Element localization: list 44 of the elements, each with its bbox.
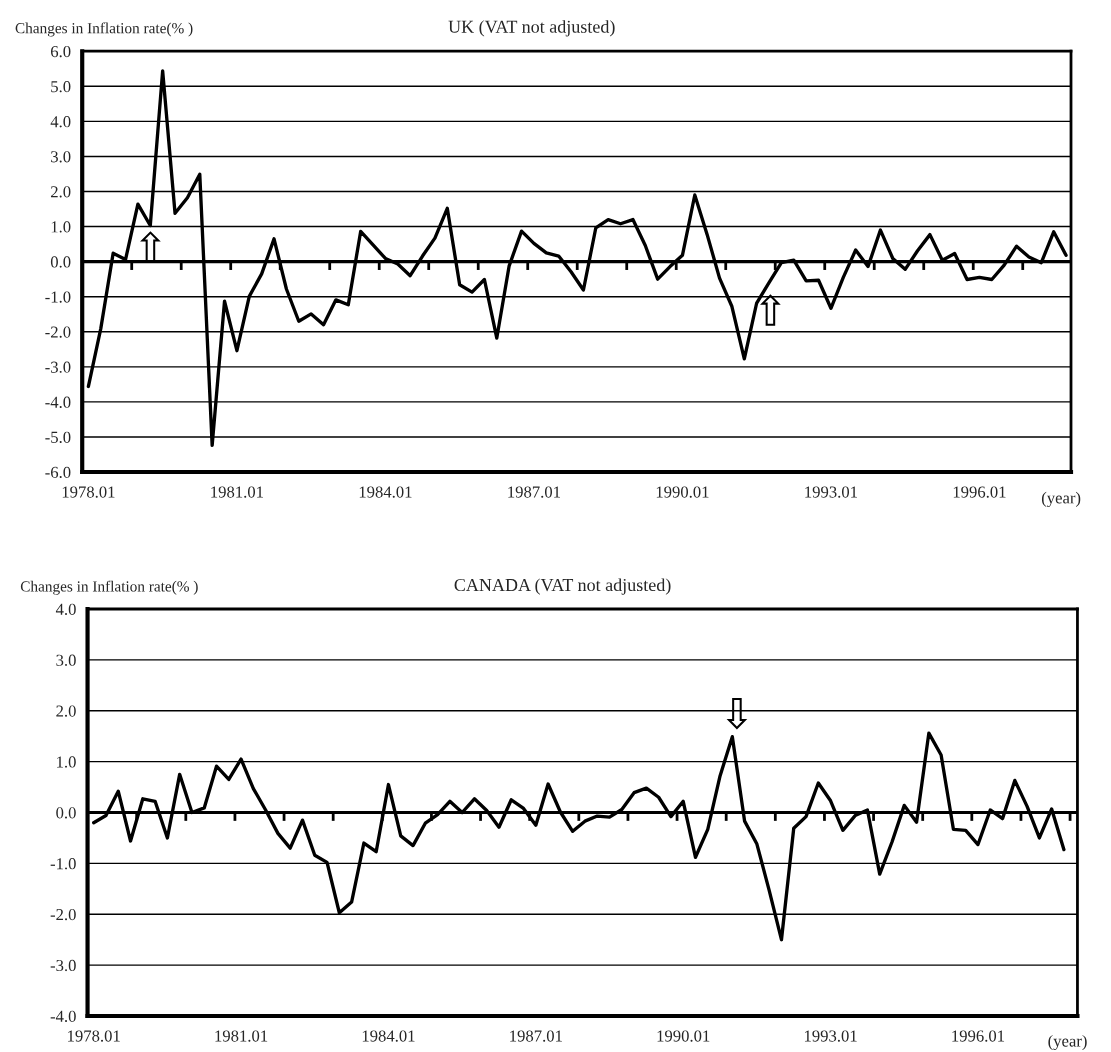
chart-title: CANADA (VAT not adjusted) [454,578,671,595]
x-tick-label: 1993.01 [805,486,858,498]
x-tick-label: 1996.01 [953,486,1006,498]
x-tick-label: 1984.01 [362,1030,415,1042]
x-tick-label: 1996.01 [952,1030,1005,1042]
y-tick-label: -3.0 [45,361,71,373]
y-axis-title: Changes in Inflation rate(% ) [15,22,193,37]
x-axis-title: (year) [1048,1034,1087,1051]
y-tick-label: 3.0 [56,654,76,666]
y-tick-label: -1.0 [50,858,76,870]
y-tick-label: -4.0 [50,1010,76,1023]
line-series [86,69,1068,448]
y-tick-label: 1.0 [57,756,76,768]
x-tick-label: 1984.01 [359,486,412,498]
y-axis-title: Changes in Inflation rate(% ) [20,580,198,595]
y-tick-label: -1.0 [45,291,71,303]
y-tick-label: 1.0 [51,221,71,233]
y-tick-label: -2.0 [45,326,71,338]
y-tick-label: 4.0 [55,603,76,616]
x-tick-label: 1978.01 [62,486,115,498]
x-tick-label: 1993.01 [804,1030,857,1042]
x-tick-label: 1990.01 [657,1030,710,1042]
y-tick-label: 2.0 [51,186,71,198]
y-tick-label: 0.0 [50,256,71,268]
y-tick-label: -6.0 [45,466,71,479]
chart-title: UK (VAT not adjusted) [448,20,615,37]
y-tick-label: -5.0 [45,431,71,443]
x-tick-label: 1990.01 [656,486,709,498]
y-tick-label: -2.0 [50,908,76,921]
y-tick-label: 6.0 [50,45,71,58]
y-tick-label: 3.0 [51,151,71,163]
y-tick-label: 5.0 [51,81,71,93]
x-tick-label: 1981.01 [215,1030,268,1042]
x-tick-label: 1987.01 [510,1030,562,1042]
y-tick-label: 2.0 [56,705,76,717]
x-axis-title: (year) [1041,491,1081,507]
x-tick-label: 1987.01 [508,486,560,498]
x-tick-label: 1981.01 [211,486,263,498]
x-tick-label: 1978.01 [68,1030,120,1042]
y-tick-label: -4.0 [45,396,71,408]
y-tick-label: 4.0 [50,116,71,128]
y-tick-label: -3.0 [50,959,76,972]
y-tick-label: 0.0 [56,807,76,819]
annotation: ⇧ [760,294,781,326]
